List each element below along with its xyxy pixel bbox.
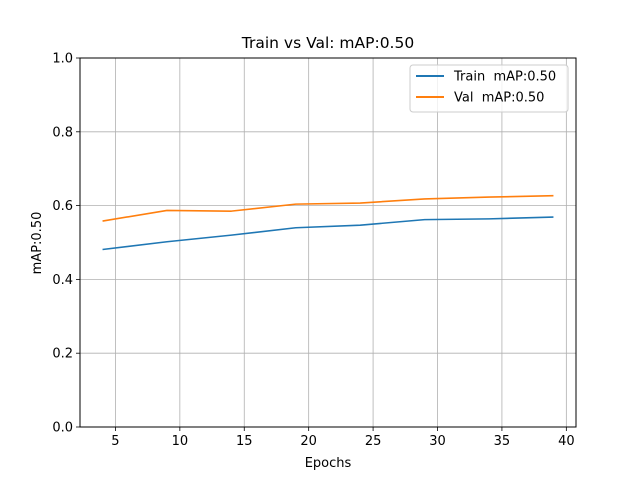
x-tick-label: 20 [300,434,317,449]
x-tick-label: 15 [236,434,253,449]
legend: Train mAP:0.50 Val mAP:0.50 [409,64,569,113]
x-tick-label: 10 [172,434,189,449]
legend-label-train: Train mAP:0.50 [453,70,556,85]
chart-title: Train vs Val: mAP:0.50 [241,34,414,52]
y-tick-label: 0.8 [52,125,73,140]
axis-ticks: 5 10 15 20 25 30 35 40 0.0 0.2 0.4 0.6 0.8 1.0 [52,52,574,450]
y-axis-title: mAP:0.50 [30,212,45,275]
legend-box [409,64,569,113]
series-line-val [102,194,554,222]
series-lines [102,194,554,251]
series-line-train [102,216,554,251]
x-tick-label: 25 [365,434,382,449]
y-tick-label: 1.0 [52,52,73,67]
x-tick-label: 30 [429,434,446,449]
y-tick-label: 0.6 [52,199,73,214]
legend-label-val: Val mAP:0.50 [454,91,544,106]
x-tick-label: 40 [558,434,575,449]
y-tick-label: 0.4 [52,273,73,288]
plot-frame [79,57,577,428]
y-tick-label: 0.0 [52,421,73,436]
x-axis-title: Epochs [305,456,352,471]
x-tick-label: 35 [494,434,511,449]
x-tick-label: 5 [111,434,119,449]
y-tick-label: 0.2 [52,347,73,362]
